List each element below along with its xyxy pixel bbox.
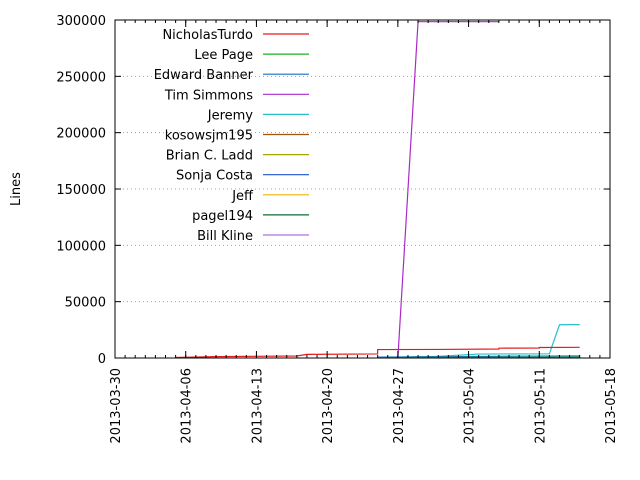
legend-label: Jeff xyxy=(231,189,254,204)
x-tick-label: 2013-05-18 xyxy=(604,368,619,444)
x-tick-label: 2013-04-13 xyxy=(250,368,265,444)
y-tick-label: 200000 xyxy=(56,127,106,142)
x-tick-label: 2013-04-06 xyxy=(180,368,195,444)
series-line xyxy=(377,324,580,359)
y-tick-label: 150000 xyxy=(56,183,106,198)
x-tick-label: 2013-04-20 xyxy=(321,368,336,444)
x-tick-label: 2013-05-11 xyxy=(533,368,548,444)
legend-label: Sonja Costa xyxy=(176,169,253,184)
legend-label: pagel194 xyxy=(192,209,253,224)
x-tick-label: 2013-05-04 xyxy=(463,368,478,444)
axis-layer: 0 50000 100000 150000 200000 250000 300000 2013… xyxy=(56,14,619,444)
x-tick-label: 2013-04-27 xyxy=(392,368,407,444)
legend-label: NicholasTurdo xyxy=(162,28,253,43)
plot-border xyxy=(114,19,611,359)
legend-label: Edward Banner xyxy=(154,68,254,83)
legend-label: Brian C. Ladd xyxy=(166,149,253,164)
legend-label: Jeremy xyxy=(207,108,254,123)
y-tick-label: 100000 xyxy=(56,239,106,254)
y-tick-label: 300000 xyxy=(56,14,106,29)
grid-layer xyxy=(115,75,610,303)
y-axis-label: Lines xyxy=(9,172,24,206)
legend-label: Lee Page xyxy=(194,48,253,63)
y-tick-label: 50000 xyxy=(65,296,106,311)
legend-label: kosowsjm195 xyxy=(165,129,253,144)
y-tick-label: 0 xyxy=(98,352,106,367)
x-tick-label: 2013-03-30 xyxy=(109,368,124,444)
series-line xyxy=(175,346,580,359)
legend: NicholasTurdo Lee Page Edward Banner Tim Si… xyxy=(154,28,309,244)
y-tick-label: 250000 xyxy=(56,70,106,85)
legend-label: Tim Simmons xyxy=(164,88,253,103)
series-line xyxy=(397,21,499,359)
legend-label: Bill Kline xyxy=(197,229,253,244)
